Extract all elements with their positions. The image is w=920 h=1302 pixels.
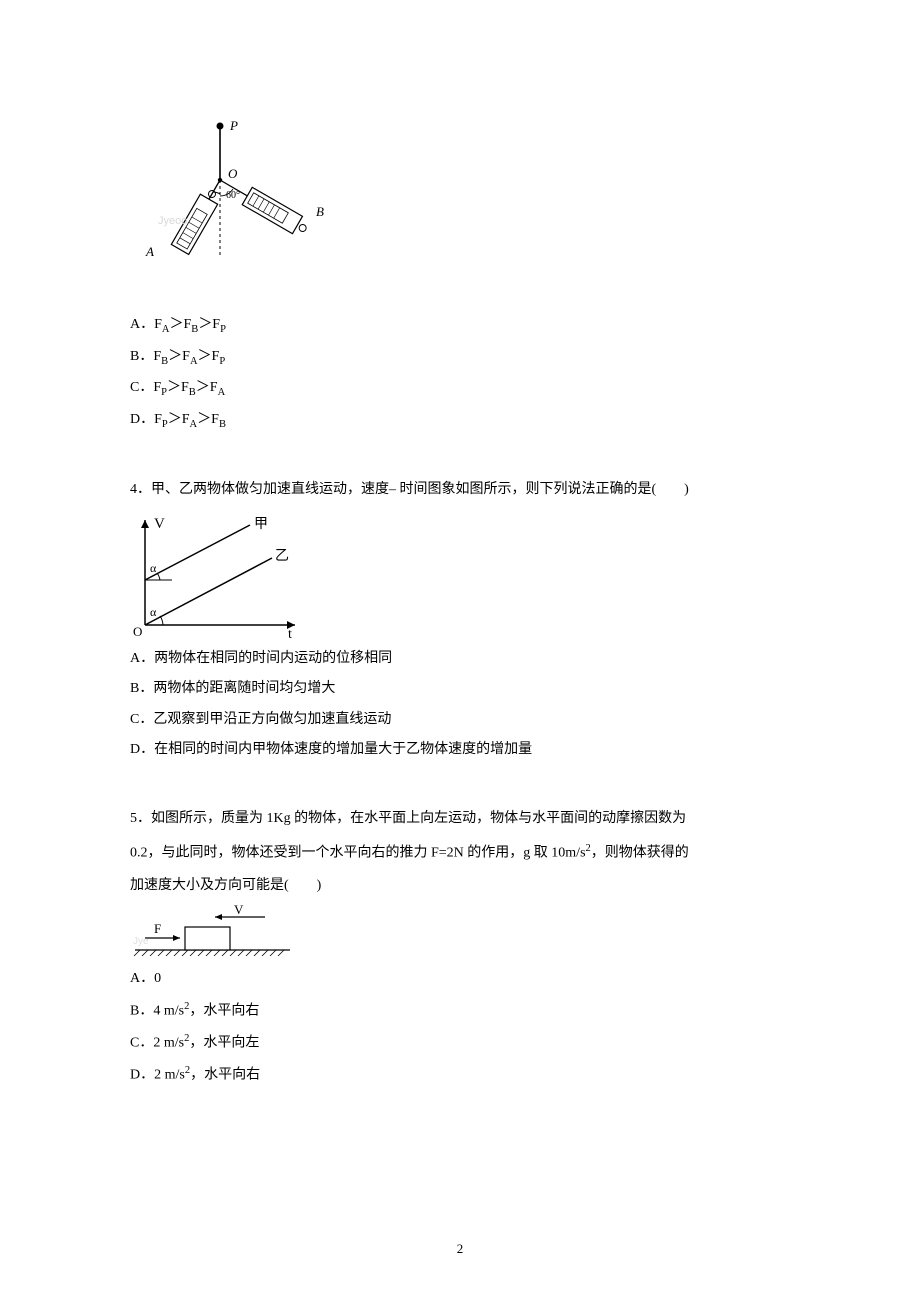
q4-stem: 4．甲、乙两物体做匀加速直线运动，速度– 时间图象如图所示，则下列说法正确的是(…	[130, 477, 800, 504]
q5-option-C: C．2 m/s2，水平向左	[130, 1029, 800, 1057]
q5-stem-2: 0.2，与此同时，物体还受到一个水平向右的推力 F=2N 的作用，g 取 10m…	[130, 839, 800, 867]
q5-stem-1: 5．如图所示，质量为 1Kg 的物体，在水平面上向左运动，物体与水平面间的动摩擦…	[130, 806, 800, 833]
q4-diagram: V t 甲 乙 α α O	[130, 510, 305, 640]
q4-option-B: B．两物体的距离随时间均匀增大	[130, 676, 800, 703]
q5-stem-3: 加速度大小及方向可能是( )	[130, 873, 800, 900]
q5-watermark: Jye	[133, 936, 149, 947]
axis-t: t	[288, 627, 292, 640]
watermark: Jyeoo	[158, 215, 187, 227]
q4-option-D: D．在相同的时间内甲物体速度的增加量大于乙物体速度的增加量	[130, 737, 800, 764]
page-number: 2	[0, 1237, 920, 1262]
q3-option-C: C．FP＞FB＞FA	[130, 375, 800, 403]
label-60: 60°	[226, 190, 240, 201]
label-A: A	[145, 244, 154, 259]
q5-option-A: A．0	[130, 966, 800, 993]
q4-option-C: C．乙观察到甲沿正方向做匀加速直线运动	[130, 707, 800, 734]
q5-diagram: F V Jye	[130, 905, 295, 960]
axis-V: V	[154, 516, 165, 532]
q3-option-D: D．FP＞FA＞FB	[130, 407, 800, 435]
q3-diagram: P O 30° 60° A	[130, 116, 350, 306]
alpha2: α	[150, 605, 157, 619]
q4-option-A: A．两物体在相同的时间内运动的位移相同	[130, 646, 800, 673]
alpha1: α	[150, 561, 157, 575]
origin-O: O	[133, 624, 142, 639]
q3-option-B: B．FB＞FA＞FP	[130, 344, 800, 372]
label-yi: 乙	[275, 548, 289, 564]
label-V: V	[234, 905, 244, 917]
label-F: F	[154, 921, 161, 936]
label-P: P	[229, 118, 238, 133]
label-O: O	[228, 166, 238, 181]
label-B: B	[316, 204, 324, 219]
q3-option-A: A．FA＞FB＞FP	[130, 312, 800, 340]
label-jia: 甲	[254, 517, 268, 532]
q5-option-D: D．2 m/s2，水平向右	[130, 1061, 800, 1089]
q5-option-B: B．4 m/s2，水平向右	[130, 997, 800, 1025]
